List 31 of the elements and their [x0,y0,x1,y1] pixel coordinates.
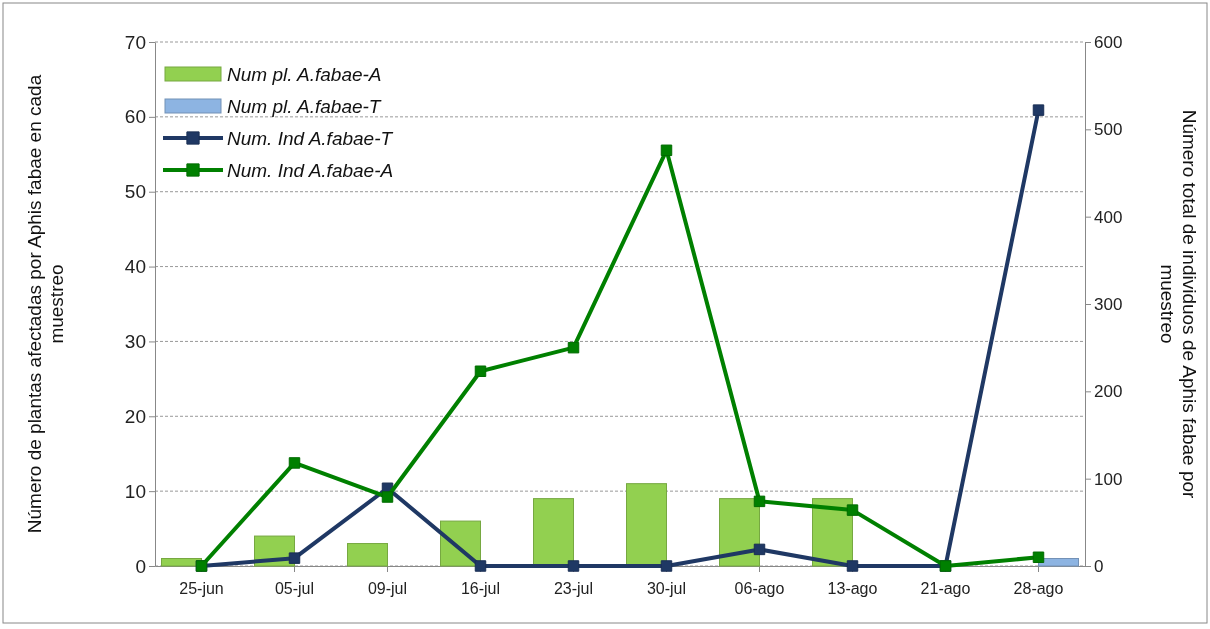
y-tick-label: 20 [124,405,146,427]
x-tick-label: 16-jul [460,580,501,598]
legend-label: Num. Ind A.fabae-A [227,159,394,181]
y-axis-title: Número de plantas afectadas por Aphis fabae en cada muestreo [24,74,67,534]
x-tick-label: 30-jul [646,580,687,598]
y-tick-label: 60 [124,106,146,128]
y-tick-label: 70 [124,31,146,53]
x-tick-label: 23-jul [553,580,594,598]
x-tick-label: 09-jul [367,580,408,598]
x-tick-label: 13-ago [827,580,878,598]
y2-tick-label: 300 [1094,294,1123,314]
y-tick-label: 50 [124,181,146,203]
y2-tick-label: 400 [1094,207,1123,227]
y2-tick-label: 0 [1094,556,1104,576]
x-tick-label: 05-jul [274,580,315,598]
y-tick-label: 40 [124,256,146,278]
y-tick-label: 0 [135,555,146,577]
y2-tick-label: 100 [1094,469,1123,489]
x-tick-label: 21-ago [920,580,971,598]
legend-label: Num pl. A.fabae-T [227,95,382,117]
y2-tick-label: 500 [1094,120,1123,140]
y2-axis-title: Número total de individuos de Aphis fabae por muestreo [1157,109,1200,500]
x-tick-label: 25-jun [179,580,224,598]
y2-tick-label: 600 [1094,32,1123,52]
y2-tick-label: 200 [1094,382,1123,402]
x-tick-label: 06-ago [734,580,785,598]
legend-label: Num pl. A.fabae-A [227,63,382,85]
y-tick-label: 30 [124,331,146,353]
x-tick-label: 28-ago [1013,580,1064,598]
legend-label: Num. Ind A.fabae-T [227,127,394,149]
y-tick-label: 10 [124,480,146,502]
